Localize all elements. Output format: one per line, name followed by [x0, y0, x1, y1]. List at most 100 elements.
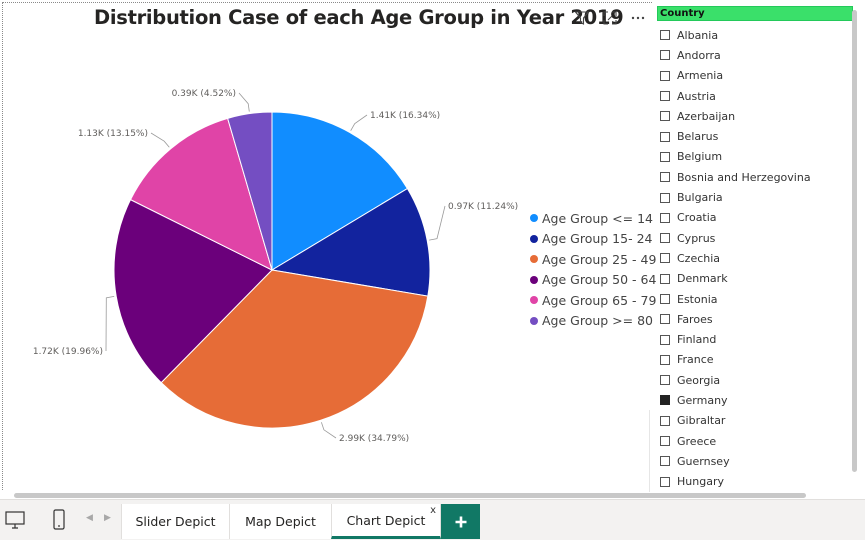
slicer-item-label: Albania — [677, 28, 719, 42]
leader-line — [429, 205, 446, 241]
slicer-item[interactable]: France — [660, 350, 811, 370]
legend-label: Age Group >= 80 — [542, 313, 654, 329]
slicer-item[interactable]: Croatia — [660, 208, 811, 228]
add-page-button[interactable] — [441, 504, 480, 539]
slicer-item[interactable]: Germany — [660, 390, 811, 410]
tab-label: Slider Depict — [135, 514, 216, 529]
legend-marker — [530, 296, 538, 305]
data-label: 1.72K (19.96%) — [33, 347, 103, 357]
legend-item[interactable]: Age Group 50 - 64 — [530, 270, 656, 291]
divider — [649, 410, 650, 492]
checkbox[interactable] — [660, 294, 670, 304]
slicer-item[interactable]: Albania — [660, 25, 811, 45]
slicer-item-label: France — [677, 353, 714, 367]
checkbox[interactable] — [660, 30, 670, 41]
slicer-item[interactable]: Austria — [660, 86, 811, 106]
slicer-item[interactable]: Finland — [660, 329, 811, 349]
slicer-item[interactable]: Georgia — [660, 370, 811, 390]
filter-icon[interactable] — [572, 8, 592, 28]
tab-map-depict[interactable]: Map Depict — [229, 504, 332, 539]
pie-slice[interactable] — [113, 198, 273, 384]
pie-chart: 1.41K (16.34%) 0.97K (11.24%) 2.99K (34.79… — [33, 89, 518, 444]
more-options-icon[interactable] — [628, 8, 648, 28]
slicer-item-label: Hungary — [677, 475, 724, 489]
desktop-view-icon[interactable] — [3, 508, 27, 532]
checkbox[interactable] — [660, 314, 670, 325]
checkbox[interactable] — [660, 172, 670, 183]
chart-title: Distribution Case of each Age Group in Y… — [94, 6, 624, 29]
slicer-item[interactable]: Azerbaijan — [660, 106, 811, 126]
slicer-item[interactable]: Hungary — [660, 472, 811, 492]
checkbox[interactable] — [660, 354, 670, 365]
focus-mode-icon[interactable] — [600, 8, 620, 28]
checkbox[interactable] — [660, 50, 670, 61]
checkbox[interactable] — [660, 456, 670, 467]
legend-item[interactable]: Age Group 25 - 49 — [530, 249, 656, 270]
legend-item[interactable]: Age Group 65 - 79 — [530, 290, 656, 311]
checkbox[interactable] — [660, 111, 670, 122]
checkbox[interactable] — [660, 131, 670, 142]
legend-item[interactable]: Age Group <= 14 — [530, 208, 656, 229]
checkbox[interactable] — [660, 375, 670, 386]
slicer-item-label: Guernsey — [677, 454, 730, 468]
slicer-item-label: Gibraltar — [677, 414, 726, 428]
checkbox[interactable] — [660, 273, 670, 284]
legend-marker — [530, 234, 538, 243]
prev-page-icon[interactable]: ◀ — [86, 513, 93, 523]
slicer-item[interactable]: Andorra — [660, 45, 811, 65]
checkbox[interactable] — [660, 151, 670, 162]
checkbox[interactable] — [660, 476, 670, 487]
slicer-vertical-scrollbar[interactable] — [852, 10, 857, 472]
checkbox[interactable] — [660, 334, 670, 345]
slicer-item-label: Denmark — [677, 272, 728, 286]
tab-slider-depict[interactable]: Slider Depict — [121, 504, 230, 539]
pie-visual-container[interactable] — [2, 2, 652, 490]
slicer-item-label: Germany — [677, 393, 728, 407]
slicer-item[interactable]: Estonia — [660, 289, 811, 309]
slicer-item-label: Estonia — [677, 292, 718, 306]
next-page-icon[interactable]: ▶ — [104, 513, 111, 523]
legend-marker — [530, 214, 538, 223]
data-label: 0.39K (4.52%) — [172, 89, 236, 99]
slicer-item-label: Czechia — [677, 251, 721, 265]
checkbox[interactable] — [660, 395, 670, 406]
slicer-item[interactable]: Belarus — [660, 126, 811, 146]
close-tab-icon[interactable]: x — [430, 505, 436, 516]
mobile-view-icon[interactable] — [47, 508, 71, 532]
legend-marker — [530, 255, 538, 264]
pie-slice[interactable] — [271, 111, 409, 271]
checkbox[interactable] — [660, 212, 670, 223]
pie-slice[interactable] — [270, 187, 431, 297]
checkbox[interactable] — [660, 91, 670, 102]
legend-label: Age Group 25 - 49 — [542, 251, 657, 267]
slicer-item[interactable]: Greece — [660, 431, 811, 451]
tab-chart-depict[interactable]: Chart Depict x — [331, 504, 441, 539]
slicer-item[interactable]: Czechia — [660, 248, 811, 268]
slicer-item[interactable]: Cyprus — [660, 228, 811, 248]
checkbox[interactable] — [660, 415, 670, 426]
pie-slice[interactable] — [160, 269, 429, 429]
slicer-item[interactable]: Guernsey — [660, 451, 811, 471]
checkbox[interactable] — [660, 253, 670, 264]
data-label: 2.99K (34.79%) — [339, 434, 409, 444]
slicer-item[interactable]: Belgium — [660, 147, 811, 167]
checkbox[interactable] — [660, 436, 670, 447]
legend-item[interactable]: Age Group >= 80 — [530, 311, 656, 332]
slicer-item[interactable]: Armenia — [660, 66, 811, 86]
checkbox[interactable] — [660, 70, 670, 81]
legend-item[interactable]: Age Group 15- 24 — [530, 229, 656, 250]
slicer-item[interactable]: Gibraltar — [660, 411, 811, 431]
legend-label: Age Group <= 14 — [542, 210, 654, 226]
checkbox[interactable] — [660, 192, 670, 203]
slicer-item[interactable]: Faroes — [660, 309, 811, 329]
slicer-item-label: Austria — [677, 89, 716, 103]
pie-slice[interactable] — [227, 111, 273, 271]
checkbox[interactable] — [660, 233, 670, 244]
pie-slice[interactable] — [129, 117, 273, 271]
horizontal-scrollbar[interactable] — [14, 493, 806, 498]
slicer-item-label: Armenia — [677, 69, 724, 83]
slicer-item[interactable]: Bulgaria — [660, 187, 811, 207]
slicer-item[interactable]: Bosnia and Herzegovina — [660, 167, 811, 187]
slicer-item[interactable]: Denmark — [660, 269, 811, 289]
